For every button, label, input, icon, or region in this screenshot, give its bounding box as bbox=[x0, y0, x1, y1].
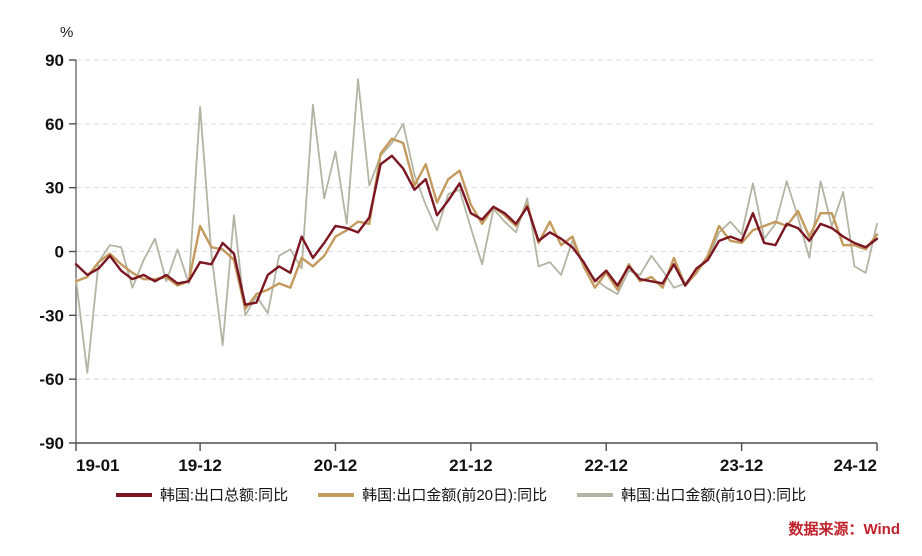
x-tick-label: 24-12 bbox=[834, 456, 877, 475]
series-line-2 bbox=[75, 78, 878, 374]
legend-item-2[interactable]: 韩国:出口金额(前10日):同比 bbox=[577, 484, 806, 505]
x-tick-label: 22-12 bbox=[584, 456, 627, 475]
legend-swatch-first20days bbox=[318, 492, 355, 497]
series-line-0 bbox=[74, 154, 879, 306]
y-tick-label: 0 bbox=[55, 243, 64, 262]
legend-label-first10days: 韩国:出口金额(前10日):同比 bbox=[621, 487, 807, 504]
data-series bbox=[74, 78, 879, 374]
x-tick-label: 19-12 bbox=[178, 456, 221, 475]
x-tick-label: 21-12 bbox=[449, 456, 492, 475]
y-axis-ticks: 90 60 30 0 -30 -60 -90 bbox=[39, 51, 76, 453]
y-tick-label: -30 bbox=[39, 306, 64, 325]
legend-item-1[interactable]: 韩国:出口金额(前20日):同比 bbox=[318, 484, 547, 505]
legend-label-first20days: 韩国:出口金额(前20日):同比 bbox=[362, 487, 548, 504]
y-tick-label: 30 bbox=[45, 179, 64, 198]
y-axis-unit-label: % bbox=[60, 24, 73, 41]
y-tick-label: 90 bbox=[45, 51, 64, 70]
legend-label-total-exports: 韩国:出口总额:同比 bbox=[159, 487, 289, 504]
legend-item-0[interactable]: 韩国:出口总额:同比 bbox=[115, 484, 289, 505]
series-line-1 bbox=[74, 137, 879, 311]
gridlines bbox=[76, 59, 877, 380]
chart-legend: 韩国:出口总额:同比 韩国:出口金额(前20日):同比 韩国:出口金额(前10日… bbox=[0, 484, 922, 505]
legend-swatch-total-exports bbox=[115, 492, 152, 497]
x-tick-label: 19-01 bbox=[76, 456, 119, 475]
data-source-note: 数据来源：Wind bbox=[788, 521, 900, 538]
y-tick-label: -90 bbox=[39, 434, 64, 453]
y-tick-label: -60 bbox=[39, 370, 64, 389]
x-tick-label: 20-12 bbox=[314, 456, 357, 475]
x-axis-ticks: 19-01 19-12 20-12 21-12 22-12 23-12 24-12 bbox=[75, 443, 878, 475]
y-tick-label: 60 bbox=[45, 115, 64, 134]
legend-swatch-first10days bbox=[577, 492, 614, 497]
x-tick-label: 23-12 bbox=[720, 456, 763, 475]
